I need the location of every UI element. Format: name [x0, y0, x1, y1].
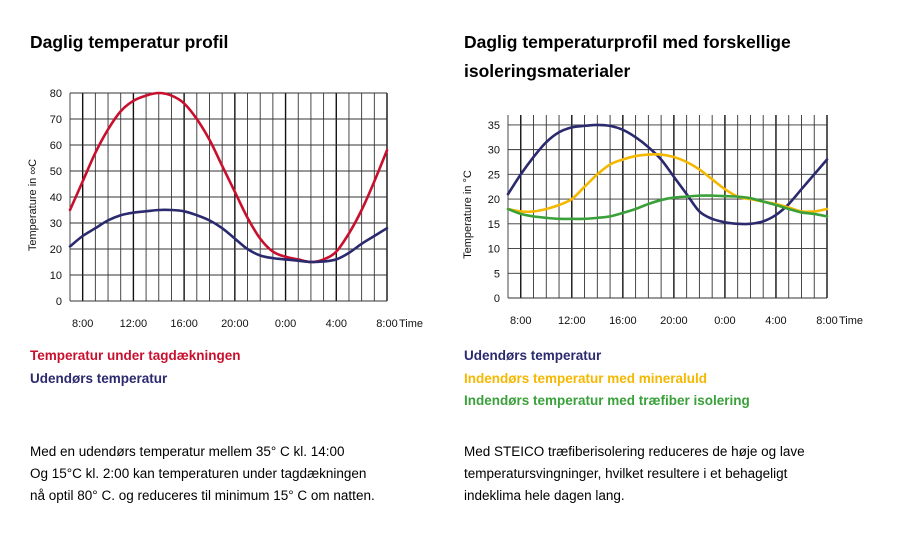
y-tick-label: 30	[50, 218, 62, 230]
x-axis-label: Time	[839, 315, 863, 327]
x-tick-label: 16:00	[609, 315, 637, 327]
left-panel: Daglig temperatur profil 0 10 20 30 40 50 60 70…	[27, 32, 440, 507]
left-description-line: Med en udendørs temperatur mellem 35° C …	[30, 444, 345, 459]
y-tick-label: 35	[488, 120, 500, 132]
y-tick-label: 30	[488, 145, 500, 157]
y-tick-label: 80	[50, 88, 62, 100]
x-tick-label: 8:00	[376, 318, 397, 330]
x-tick-label: 16:00	[170, 318, 198, 330]
legend-outdoor-temperature: Udendørs temperatur	[464, 348, 602, 363]
y-tick-label: 10	[50, 270, 62, 282]
y-tick-label: 15	[488, 219, 500, 231]
y-tick-label: 25	[488, 169, 500, 181]
x-tick-label: 8:00	[72, 318, 93, 330]
left-description-line: nå optil 80° C. og reduceres til minimum…	[30, 488, 375, 503]
left-chart: 0 10 20 30 40 50 60 70 80 8:00 12:00 16:00 20:00 0:00…	[27, 88, 423, 330]
y-tick-label: 70	[50, 114, 62, 126]
x-tick-label: 12:00	[558, 315, 586, 327]
y-tick-label: 40	[50, 192, 62, 204]
left-description: Med en udendørs temperatur mellem 35° C …	[30, 441, 440, 507]
x-tick-label: 12:00	[120, 318, 148, 330]
series-line	[506, 194, 829, 221]
x-tick-label: 8:00	[816, 315, 837, 327]
right-description-line: temperatursvingninger, hvilket resultere…	[464, 466, 788, 481]
left-description-line: Og 15°C kl. 2:00 kan temperaturen under …	[30, 466, 367, 481]
x-tick-label: 8:00	[510, 315, 531, 327]
left-legend: Temperatur under tagdækningen Udendørs t…	[30, 345, 241, 390]
x-tick-label: 20:00	[221, 318, 249, 330]
left-chart-title: Daglig temperatur profil	[30, 32, 229, 52]
right-description: Med STEICO træfiberisolering reduceres d…	[464, 441, 884, 507]
x-tick-label: 0:00	[714, 315, 735, 327]
right-chart-title: Daglig temperaturprofil med forskellige …	[464, 32, 791, 81]
y-tick-label: 20	[50, 244, 62, 256]
right-chart: 0 5 10 15 20 25 30 35 8:00 12:00 16:00 20:00 0:00 4:0…	[462, 115, 863, 327]
y-axis-label: Temperature in ∞C	[27, 159, 39, 251]
y-tick-label: 20	[488, 194, 500, 206]
y-tick-label: 0	[56, 296, 62, 308]
right-description-line: Med STEICO træfiberisolering reduceres d…	[464, 444, 805, 459]
right-panel: Daglig temperaturprofil med forskellige …	[449, 0, 898, 537]
y-tick-label: 10	[488, 244, 500, 256]
legend-roof-temperature: Temperatur under tagdækningen	[30, 348, 241, 363]
series-line	[506, 153, 829, 214]
x-tick-label: 4:00	[326, 318, 347, 330]
y-tick-label: 50	[50, 166, 62, 178]
right-description-line: indeklima hele dagen lang.	[464, 488, 625, 503]
series-line	[68, 208, 389, 264]
right-legend: Udendørs temperatur Indendørs temperatur…	[464, 345, 750, 413]
legend-outdoor-temperature: Udendørs temperatur	[30, 370, 168, 386]
series-line	[68, 91, 389, 264]
y-tick-label: 5	[494, 268, 500, 280]
x-axis-label: Time	[399, 318, 423, 330]
x-tick-label: 0:00	[275, 318, 296, 330]
series-line	[506, 123, 829, 226]
x-tick-label: 4:00	[765, 315, 786, 327]
y-tick-label: 60	[50, 140, 62, 152]
y-tick-label: 0	[494, 293, 500, 305]
x-tick-label: 20:00	[660, 315, 688, 327]
legend-wood-fiber: Indendørs temperatur med træfiber isoler…	[464, 393, 750, 408]
y-axis-label: Temperature in °C	[462, 170, 474, 259]
legend-mineral-wool: Indendørs temperatur med mineraluld	[464, 370, 708, 386]
